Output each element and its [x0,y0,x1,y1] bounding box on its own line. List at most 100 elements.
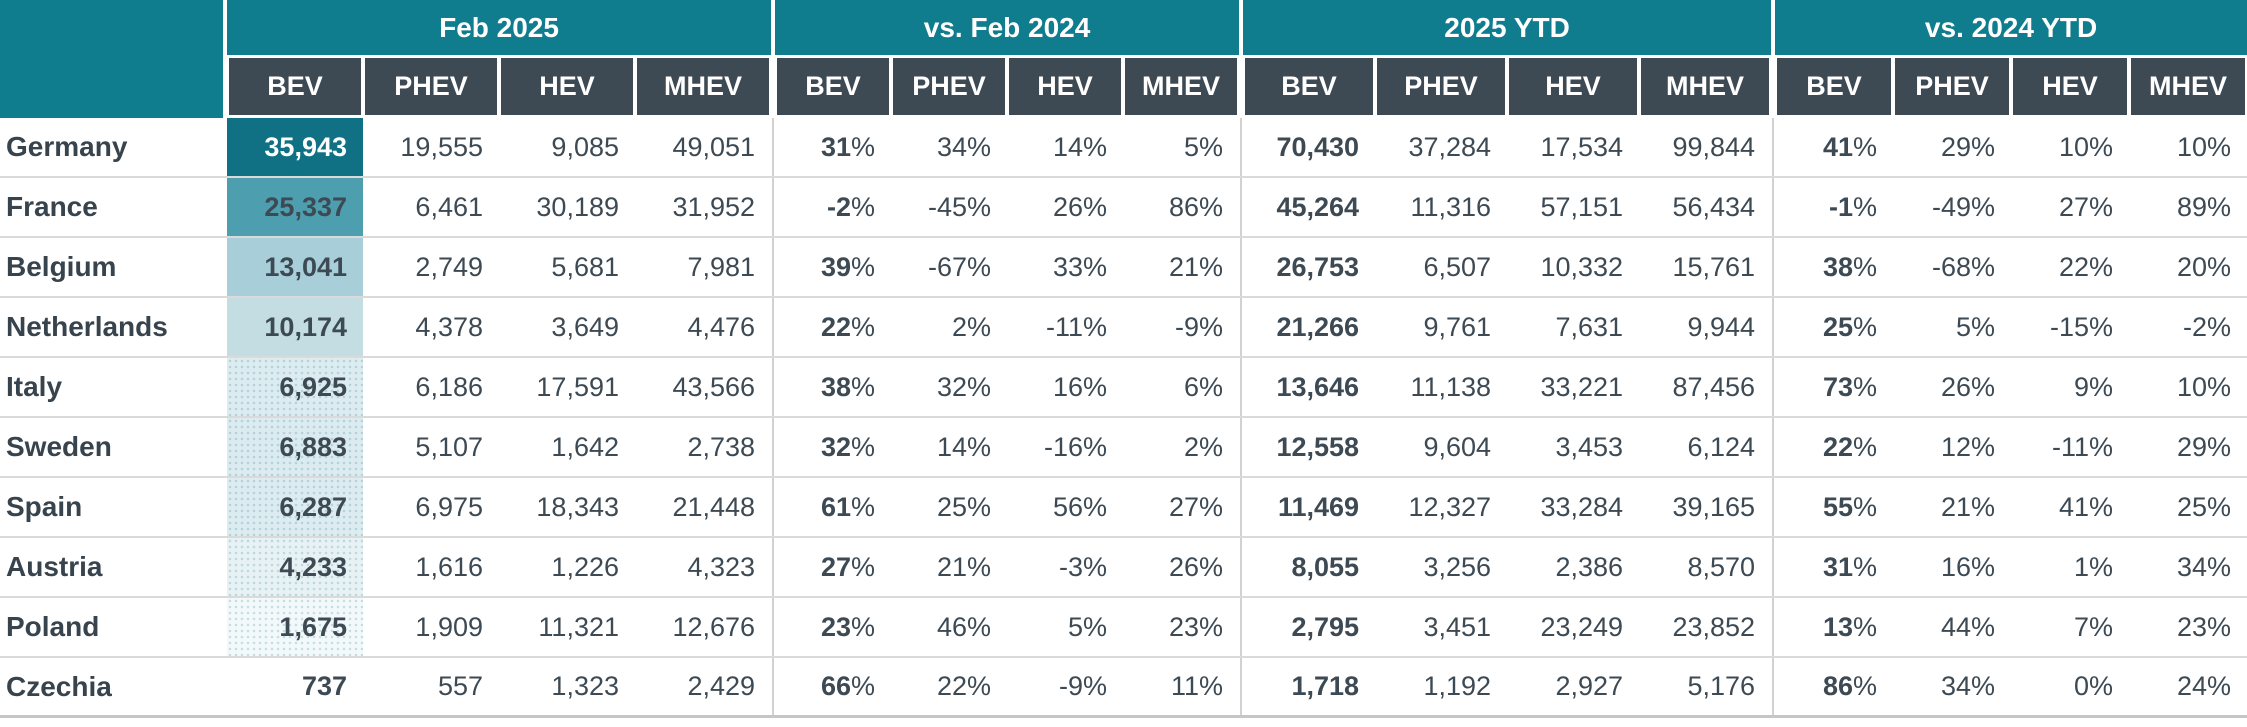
group-divider [1239,178,1244,238]
cell-vsytd-mhev: 23% [2129,598,2247,658]
cell-feb-mhev: 21,448 [635,478,772,538]
country-label: Italy [0,358,223,418]
cell-vsfeb-phev: 14% [891,418,1008,478]
cell-ytd-phev: 11,316 [1375,178,1508,238]
sub-header-row: BEV PHEV HEV MHEV BEV PHEV HEV MHEV BEV … [0,58,2247,118]
cell-ytd-hev: 33,221 [1507,358,1640,418]
cell-feb-bev: 6,287 [227,478,363,538]
cell-vsfeb-phev: 22% [891,658,1008,718]
cell-vsytd-hev: -15% [2011,298,2130,358]
cell-vsfeb-hev: 33% [1007,238,1124,298]
cell-feb-phev: 2,749 [363,238,499,298]
group-divider [1771,178,1776,238]
cell-vsfeb-bev: 31% [775,118,892,178]
col-header-feb-phev: PHEV [363,58,499,118]
col-header-ytd-bev: BEV [1243,58,1376,118]
cell-feb-hev: 3,649 [499,298,635,358]
cell-ytd-hev: 23,249 [1507,598,1640,658]
cell-vsfeb-phev: 2% [891,298,1008,358]
col-header-feb-mhev: MHEV [635,58,772,118]
cell-feb-bev: 35,943 [227,118,363,178]
cell-ytd-bev: 26,753 [1243,238,1376,298]
cell-vsytd-mhev: 10% [2129,118,2247,178]
country-label: Sweden [0,418,223,478]
group-divider [1239,418,1244,478]
group-divider [1771,538,1776,598]
column-gap [223,238,227,298]
cell-feb-phev: 5,107 [363,418,499,478]
cell-vsytd-mhev: 24% [2129,658,2247,718]
cell-ytd-mhev: 56,434 [1639,178,1772,238]
cell-feb-bev: 1,675 [227,598,363,658]
cell-feb-hev: 9,085 [499,118,635,178]
cell-feb-phev: 557 [363,658,499,718]
cell-vsfeb-mhev: 26% [1123,538,1240,598]
header-gap [1771,0,1776,118]
cell-feb-phev: 4,378 [363,298,499,358]
cell-ytd-mhev: 8,570 [1639,538,1772,598]
cell-ytd-phev: 9,761 [1375,298,1508,358]
cell-vsytd-bev: 31% [1775,538,1894,598]
cell-feb-phev: 1,616 [363,538,499,598]
column-gap [223,478,227,538]
cell-feb-mhev: 43,566 [635,358,772,418]
cell-feb-bev: 737 [227,658,363,718]
cell-feb-mhev: 12,676 [635,598,772,658]
cell-feb-mhev: 2,738 [635,418,772,478]
group-divider [1239,238,1244,298]
cell-ytd-mhev: 23,852 [1639,598,1772,658]
group-header-vs-2024-ytd: vs. 2024 YTD [1775,0,2247,58]
cell-ytd-bev: 70,430 [1243,118,1376,178]
col-header-vsytd-hev: HEV [2011,58,2130,118]
cell-vsytd-phev: -68% [1893,238,2012,298]
cell-feb-bev: 10,174 [227,298,363,358]
cell-vsytd-phev: 29% [1893,118,2012,178]
country-label: Poland [0,598,223,658]
cell-vsytd-hev: 10% [2011,118,2130,178]
cell-vsytd-bev: 13% [1775,598,1894,658]
cell-vsytd-hev: 22% [2011,238,2130,298]
column-gap [223,598,227,658]
col-header-ytd-hev: HEV [1507,58,1640,118]
cell-ytd-hev: 10,332 [1507,238,1640,298]
cell-vsytd-bev: 25% [1775,298,1894,358]
col-header-vsfeb-mhev: MHEV [1123,58,1240,118]
cell-vsfeb-mhev: 5% [1123,118,1240,178]
cell-ytd-bev: 11,469 [1243,478,1376,538]
cell-vsytd-hev: 1% [2011,538,2130,598]
cell-feb-bev: 6,925 [227,358,363,418]
cell-vsfeb-bev: 22% [775,298,892,358]
cell-ytd-mhev: 5,176 [1639,658,1772,718]
group-header-2025-ytd: 2025 YTD [1243,0,1772,58]
group-header-feb-2025: Feb 2025 [227,0,772,58]
group-divider [1239,358,1244,418]
cell-vsytd-bev: 38% [1775,238,1894,298]
cell-feb-hev: 18,343 [499,478,635,538]
cell-vsfeb-bev: 27% [775,538,892,598]
cell-vsfeb-mhev: 11% [1123,658,1240,718]
cell-vsytd-phev: -49% [1893,178,2012,238]
group-divider [1771,418,1776,478]
country-label: Czechia [0,658,223,718]
cell-vsfeb-bev: 66% [775,658,892,718]
cell-vsytd-bev: 22% [1775,418,1894,478]
cell-vsytd-bev: 73% [1775,358,1894,418]
group-divider [1771,658,1776,718]
group-divider [1239,298,1244,358]
cell-vsfeb-mhev: 2% [1123,418,1240,478]
group-divider [1239,658,1244,718]
cell-ytd-hev: 57,151 [1507,178,1640,238]
cell-vsytd-bev: 41% [1775,118,1894,178]
table-row: Germany 35,943 19,555 9,085 49,051 31% 3… [0,118,2247,178]
header-gap [771,0,776,118]
cell-vsytd-hev: 7% [2011,598,2130,658]
cell-vsytd-mhev: 20% [2129,238,2247,298]
col-header-vsfeb-bev: BEV [775,58,892,118]
col-header-vsfeb-hev: HEV [1007,58,1124,118]
cell-feb-hev: 11,321 [499,598,635,658]
cell-vsfeb-hev: 26% [1007,178,1124,238]
table-row: Netherlands 10,174 4,378 3,649 4,476 22%… [0,298,2247,358]
cell-feb-mhev: 4,476 [635,298,772,358]
group-divider [1239,538,1244,598]
cell-vsfeb-mhev: 21% [1123,238,1240,298]
